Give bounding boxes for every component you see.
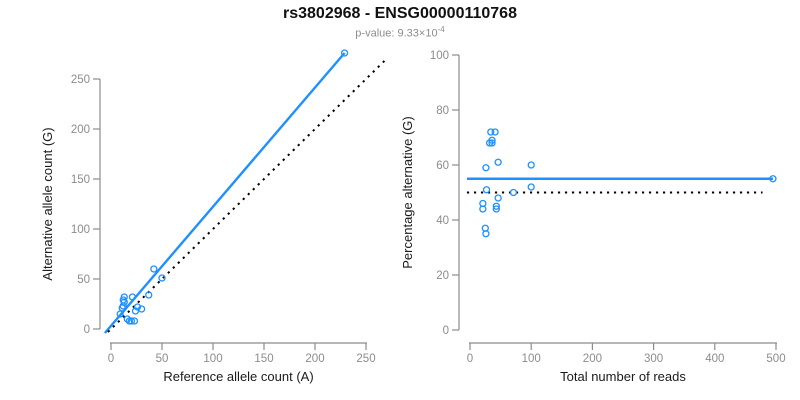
right-data-point [488, 139, 496, 147]
right-x-tick-label: 200 [583, 353, 602, 365]
right-data-point [487, 128, 495, 136]
left-data-point [145, 291, 153, 299]
right-x-tick-label: 400 [705, 353, 724, 365]
left-y-tick-label: 0 [84, 324, 90, 336]
figure-subtitle: p-value: 9.33×10-4 [0, 25, 800, 40]
left-x-tick-label: 50 [156, 353, 169, 365]
right-y-tick-label: 40 [436, 215, 449, 227]
left-data-point [158, 274, 166, 282]
right-data-point [492, 205, 500, 213]
right-y-tick-label: 80 [436, 105, 449, 117]
right-x-tick-label: 500 [766, 353, 785, 365]
left-x-axis-title: Reference allele count (A) [163, 369, 313, 384]
right-data-point [527, 161, 535, 169]
right-y-tick-label: 20 [436, 270, 449, 282]
right-data-point [494, 194, 502, 202]
left-data-point [340, 49, 349, 57]
left-data-point [131, 307, 140, 315]
right-x-axis-title: Total number of reads [560, 369, 686, 384]
right-data-point [482, 164, 490, 172]
left-data-point [128, 293, 137, 301]
left-x-tick-label: 250 [356, 353, 375, 365]
pvalue-exponent: -4 [437, 25, 445, 34]
right-data-point [491, 128, 499, 136]
right-x-tick-label: 100 [522, 353, 541, 365]
right-data-point [479, 205, 487, 213]
pvalue-label: p-value: [355, 27, 398, 40]
left-data-point [137, 305, 146, 313]
left-y-axis-title: Alternative allele count (G) [40, 127, 55, 280]
left-x-tick-label: 100 [203, 353, 222, 365]
left-y-tick-label: 150 [71, 174, 90, 186]
left-y-tick-label: 50 [77, 274, 90, 286]
right-data-point [527, 183, 535, 191]
left-data-point [133, 303, 142, 311]
right-data-point [769, 175, 777, 183]
pvalue-base: 9.33×10 [397, 27, 438, 40]
left-y-tick-label: 250 [71, 74, 90, 86]
right-data-point [482, 230, 490, 238]
figure-title: rs3802968 - ENSG00000110768 [283, 5, 517, 22]
right-data-point [482, 186, 491, 194]
right-x-tick-label: 300 [644, 353, 663, 365]
right-x-tick-label: 0 [467, 353, 473, 365]
left-data-point [150, 265, 158, 273]
left-data-point [130, 317, 139, 325]
right-data-point [494, 158, 502, 166]
right-y-tick-label: 100 [430, 50, 449, 62]
left-data-point [118, 304, 126, 312]
right-y-tick-label: 60 [436, 160, 449, 172]
left-x-tick-label: 0 [108, 353, 114, 365]
regression-line [103, 52, 346, 334]
left-data-point [123, 315, 131, 323]
left-x-tick-label: 150 [254, 353, 273, 365]
right-data-point [488, 136, 496, 144]
right-data-point [509, 188, 518, 197]
left-y-tick-label: 100 [71, 224, 90, 236]
right-data-point [492, 202, 500, 210]
right-y-tick-label: 0 [443, 325, 449, 337]
left-data-point [127, 317, 136, 325]
left-y-tick-label: 200 [71, 124, 90, 136]
left-data-point [116, 310, 124, 318]
identity-line [107, 58, 388, 333]
right-y-axis-title: Percentage alternative (G) [400, 116, 415, 268]
left-x-tick-label: 200 [305, 353, 324, 365]
